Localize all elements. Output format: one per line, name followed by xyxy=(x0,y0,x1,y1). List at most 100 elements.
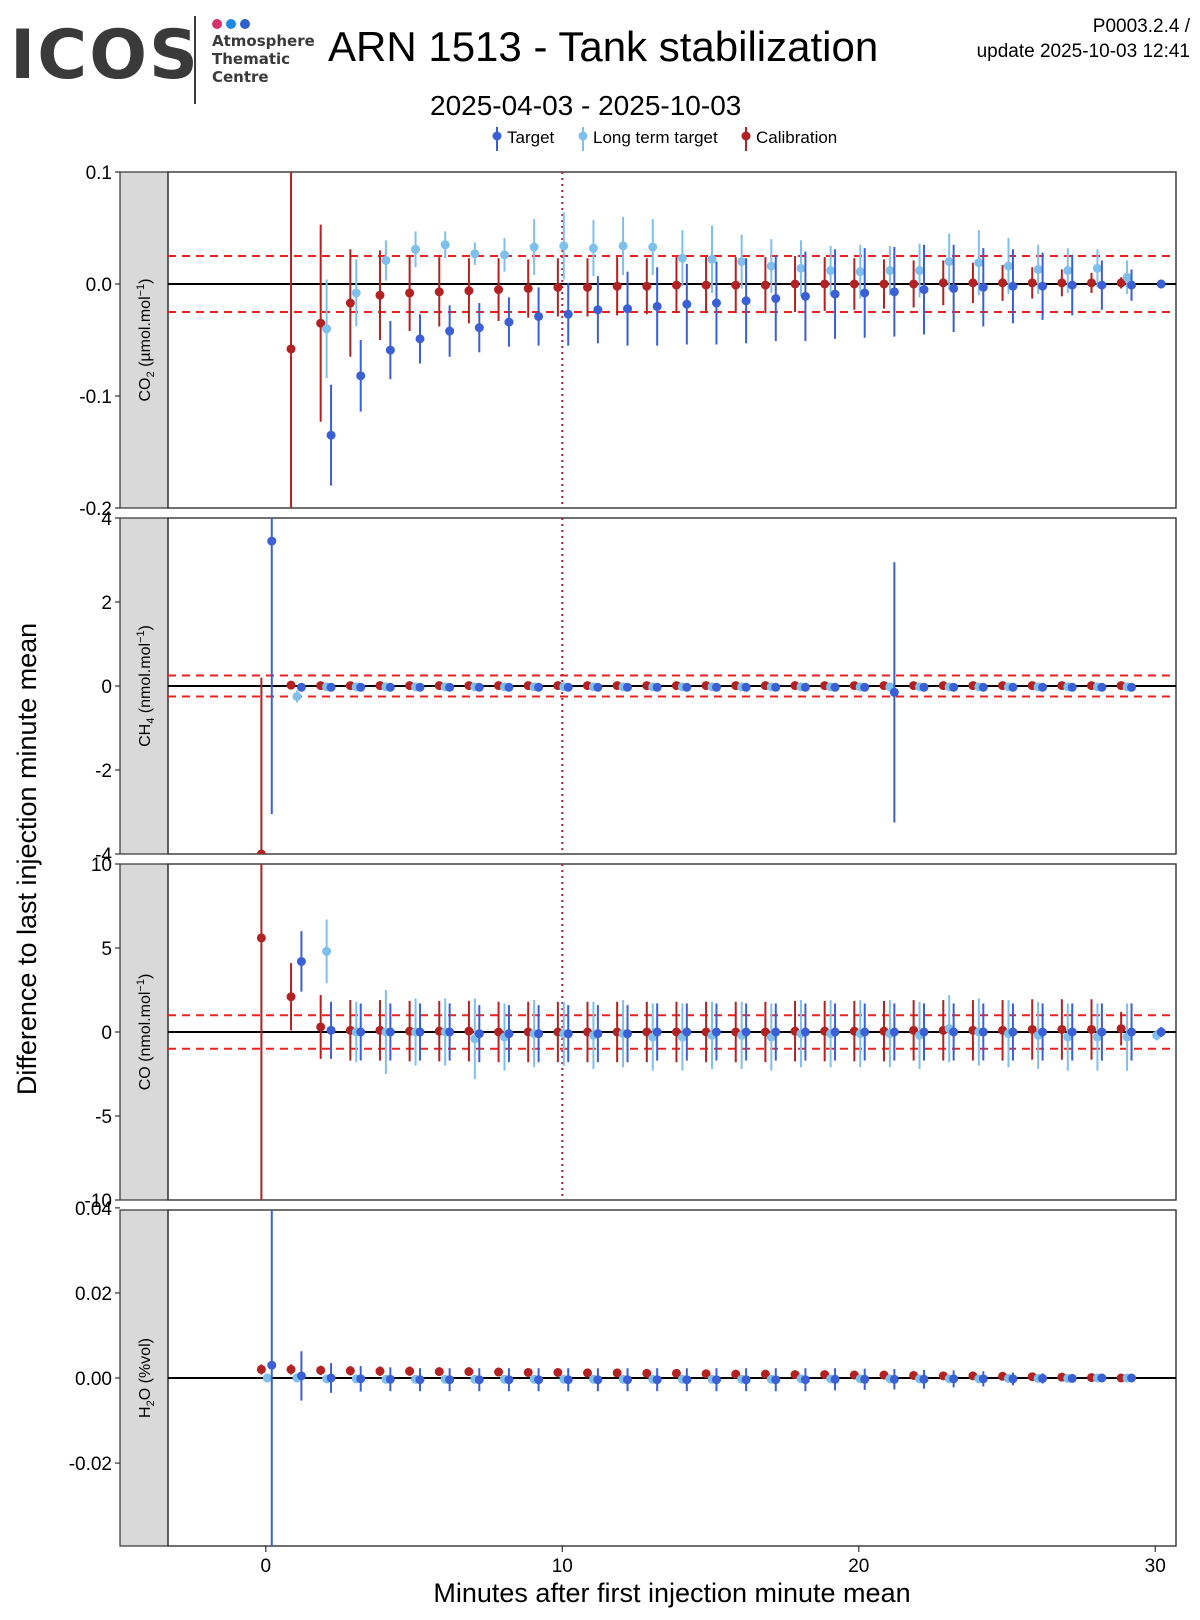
x-tick-label: 30 xyxy=(1145,1556,1166,1577)
legend-label: Calibration xyxy=(756,128,837,147)
chart-title: ARN 1513 - Tank stabilization xyxy=(328,23,879,70)
data-point xyxy=(1116,1024,1126,1034)
data-point xyxy=(1127,1027,1137,1037)
data-point xyxy=(741,296,751,306)
strip-label: CH4 (nmol.mol−1) xyxy=(135,625,157,747)
data-point xyxy=(494,1027,504,1037)
data-point xyxy=(855,267,865,277)
data-point xyxy=(345,1366,355,1376)
data-point xyxy=(415,682,425,692)
y-tick-label: -4 xyxy=(95,845,112,866)
legend-key-point xyxy=(578,131,588,141)
data-point xyxy=(563,1029,573,1039)
logo-sub-line: Centre xyxy=(212,68,269,86)
data-point xyxy=(919,682,929,692)
data-point xyxy=(262,1373,272,1383)
y-tick-label: 0.00 xyxy=(75,1369,112,1390)
data-point xyxy=(652,301,662,311)
data-point xyxy=(1003,261,1013,271)
y-tick-label: -5 xyxy=(95,1107,112,1128)
data-point xyxy=(440,240,450,250)
data-point xyxy=(623,1029,633,1039)
data-point xyxy=(889,287,899,297)
data-point xyxy=(1038,1027,1048,1037)
data-point xyxy=(771,1027,781,1037)
data-point xyxy=(256,1364,266,1374)
data-point xyxy=(618,241,628,251)
data-point xyxy=(978,1027,988,1037)
series-long_term_target xyxy=(322,919,1162,1080)
strip-label: CO2 (µmol.mol−1) xyxy=(135,279,157,402)
data-point xyxy=(445,682,455,692)
data-point xyxy=(1063,266,1073,276)
data-point xyxy=(944,257,954,267)
logo-separator xyxy=(194,16,196,104)
y-tick-label: 0.02 xyxy=(75,1284,112,1305)
data-point xyxy=(968,278,978,288)
data-point xyxy=(671,280,681,290)
data-point xyxy=(766,261,776,271)
data-point xyxy=(267,1360,277,1370)
data-point xyxy=(919,285,929,295)
data-point xyxy=(623,682,633,692)
data-point xyxy=(1008,1374,1018,1384)
logo-sub-line: Thematic xyxy=(212,50,291,68)
data-point xyxy=(1127,682,1137,692)
data-point xyxy=(889,1027,899,1037)
data-point xyxy=(711,1027,721,1037)
data-point xyxy=(504,682,514,692)
data-point xyxy=(1038,281,1048,291)
data-point xyxy=(1067,682,1077,692)
data-point xyxy=(316,318,326,328)
data-point xyxy=(1122,272,1132,282)
data-point xyxy=(1067,280,1077,290)
y-tick-label: -2 xyxy=(95,761,112,782)
data-point xyxy=(474,323,484,333)
data-point xyxy=(356,371,366,381)
series-long_term_target xyxy=(322,212,1132,379)
data-point xyxy=(1156,1027,1166,1037)
strip-label: H2O (%vol) xyxy=(137,1338,157,1418)
data-point xyxy=(800,1027,810,1037)
y-tick-label: 0 xyxy=(101,1023,112,1044)
data-point xyxy=(326,1025,336,1035)
data-point xyxy=(885,266,895,276)
series-target xyxy=(296,931,1166,1063)
data-point xyxy=(375,1366,385,1376)
data-point xyxy=(534,1029,544,1039)
data-point xyxy=(316,1365,326,1375)
panel-strip xyxy=(119,517,169,855)
data-point xyxy=(915,266,925,276)
x-tick-label: 10 xyxy=(552,1556,573,1577)
data-point xyxy=(326,682,336,692)
data-point xyxy=(711,682,721,692)
series-target xyxy=(267,1210,1137,1546)
panel-plot-area xyxy=(168,172,1176,508)
data-point xyxy=(1067,1027,1077,1037)
y-tick-label: -0.2 xyxy=(79,499,112,520)
data-point xyxy=(741,682,751,692)
data-point xyxy=(1092,263,1102,273)
y-tick-label: -0.02 xyxy=(69,1454,112,1475)
data-point xyxy=(1038,682,1048,692)
data-point xyxy=(701,1369,711,1379)
data-point xyxy=(256,933,266,943)
data-point xyxy=(800,1375,810,1385)
chart-subtitle: 2025-04-03 - 2025-10-03 xyxy=(430,90,742,121)
data-point xyxy=(889,1374,899,1384)
data-point xyxy=(385,345,395,355)
data-point xyxy=(534,1375,544,1385)
data-point xyxy=(1097,1027,1107,1037)
data-point xyxy=(820,279,830,289)
data-point xyxy=(830,289,840,299)
data-point xyxy=(701,280,711,290)
legend-item-calibration: Calibration xyxy=(741,127,837,151)
data-point xyxy=(563,682,573,692)
data-point xyxy=(711,298,721,308)
data-point xyxy=(593,1029,603,1039)
data-point xyxy=(553,282,563,292)
data-point xyxy=(760,1027,770,1037)
y-tick-label: 0 xyxy=(101,677,112,698)
data-point xyxy=(800,682,810,692)
